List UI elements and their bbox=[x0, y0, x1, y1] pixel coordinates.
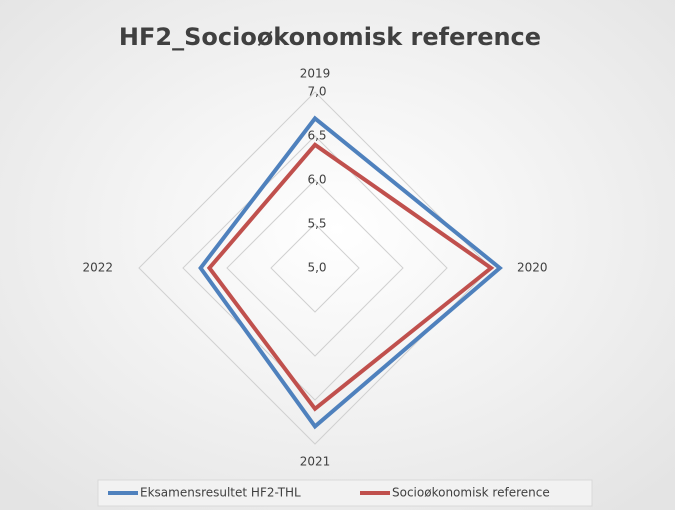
axis-label: 2022 bbox=[82, 261, 113, 275]
series-line bbox=[206, 142, 495, 412]
r-tick-label: 6,0 bbox=[307, 173, 326, 187]
r-tick-label: 5,0 bbox=[307, 261, 326, 275]
legend-box bbox=[97, 479, 593, 507]
legend-label: Eksamensresultet HF2-THL bbox=[140, 486, 301, 500]
grid-ring bbox=[138, 91, 492, 445]
grid-ring bbox=[182, 135, 448, 401]
axis-label: 2019 bbox=[300, 67, 331, 81]
series-line bbox=[198, 115, 503, 430]
r-tick-label: 5,5 bbox=[307, 217, 326, 231]
axis-label: 2020 bbox=[517, 261, 548, 275]
grid-ring bbox=[226, 179, 404, 357]
axis-label: 2021 bbox=[300, 455, 331, 469]
chart-title: HF2_Socioøkonomisk reference bbox=[119, 23, 541, 51]
r-tick-label: 6,5 bbox=[307, 129, 326, 143]
r-tick-label: 7,0 bbox=[307, 85, 326, 99]
grid-ring bbox=[270, 223, 360, 313]
legend-label: Socioøkonomisk reference bbox=[392, 486, 550, 500]
